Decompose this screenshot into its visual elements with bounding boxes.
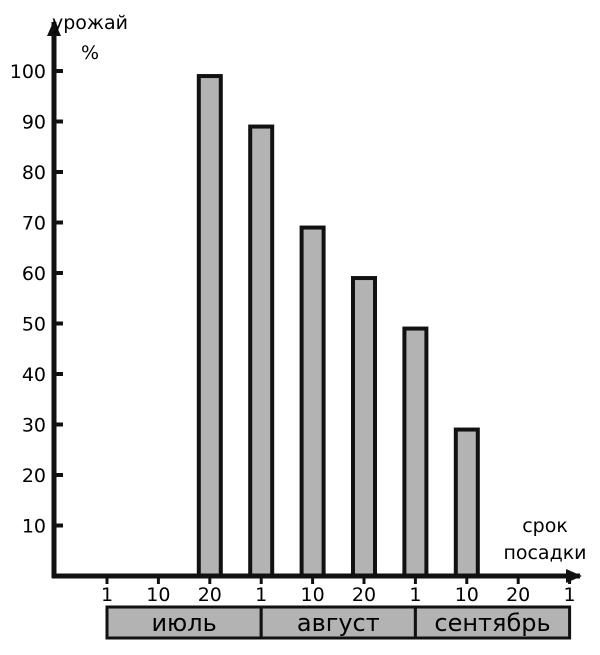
y-axis-title-line-1: урожай: [52, 12, 128, 34]
y-tick-label-30: 30: [22, 415, 46, 437]
x-tick-label-2: 10: [146, 584, 170, 606]
y-tick-label-70: 70: [22, 213, 46, 235]
bar-4: [351, 276, 377, 578]
x-tick-label-1: 1: [101, 584, 113, 606]
month-band-1: [105, 605, 263, 640]
y-axis-group: 10 20 30 40 50 60 70 80 90 100: [10, 20, 63, 578]
x-axis-title-line-1: срок: [522, 515, 568, 537]
y-tick-label-50: 50: [22, 314, 46, 336]
x-tick-label-10: 1: [564, 584, 576, 606]
month-band-group: июль август сентябрь: [105, 605, 572, 640]
y-tick-label-10: 10: [22, 516, 46, 538]
x-tick-label-6: 20: [352, 584, 376, 606]
month-band-3: [413, 605, 572, 640]
y-axis-arrow: [47, 20, 61, 36]
bars-group: [196, 74, 480, 579]
y-tick-label-20: 20: [22, 465, 46, 487]
x-tick-label-7: 1: [409, 584, 421, 606]
month-label-2: август: [297, 609, 380, 637]
y-axis-title-line-2: %: [81, 42, 99, 64]
bar-3: [299, 225, 326, 579]
x-axis-group: 1 10 20 1 10 20 1 10 20 1: [52, 569, 582, 606]
y-tick-label-60: 60: [22, 263, 46, 285]
x-axis-title-line-2: посадки: [503, 542, 586, 564]
x-tick-label-3: 20: [198, 584, 222, 606]
bar-5: [402, 326, 429, 578]
x-tick-label-4: 1: [255, 584, 267, 606]
y-tick-label-100: 100: [10, 61, 46, 83]
month-label-1: июль: [151, 609, 216, 637]
x-tick-label-9: 20: [506, 584, 530, 606]
x-tick-label-5: 10: [301, 584, 325, 606]
x-tick-label-8: 10: [455, 584, 479, 606]
month-band-2: [259, 605, 417, 640]
bar-1: [196, 74, 223, 579]
month-label-3: сентябрь: [434, 609, 550, 637]
y-tick-label-40: 40: [22, 364, 46, 386]
y-tick-label-90: 90: [22, 112, 46, 134]
bar-6: [453, 427, 480, 578]
y-tick-label-80: 80: [22, 162, 46, 184]
bar-2: [248, 124, 275, 579]
